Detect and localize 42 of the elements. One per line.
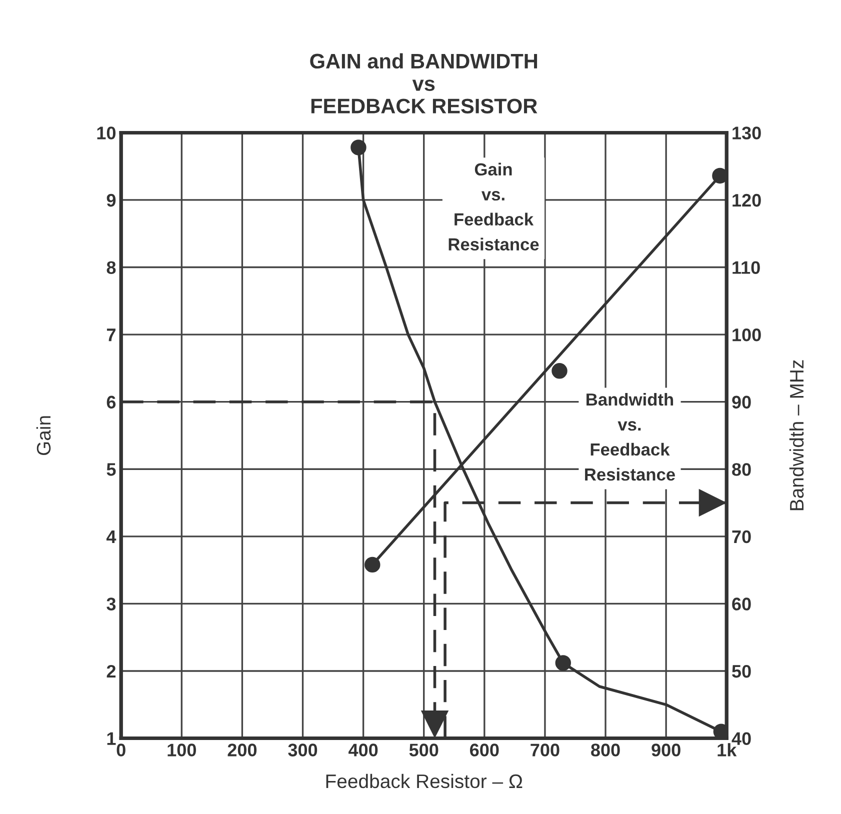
- x-tick-label: 0: [116, 744, 126, 756]
- y2-tick-label: 80: [732, 463, 751, 476]
- x-tick-label: 1k: [718, 743, 737, 756]
- x-tick-label: 300: [288, 744, 318, 756]
- y-tick-label: 5: [106, 463, 116, 476]
- point: [350, 140, 366, 156]
- y2-tick-label: 50: [732, 664, 751, 678]
- y2-tick-label: 120: [732, 194, 761, 207]
- y-tick-label: 6: [106, 396, 116, 409]
- y-tick-label: 2: [106, 664, 116, 678]
- chart-title: GAIN and BANDWIDTH vs FEEDBACK RESISTOR: [310, 53, 538, 114]
- x-tick-label: 500: [409, 744, 438, 756]
- y-tick-label: 8: [106, 261, 116, 274]
- x-tick-label: 800: [591, 744, 620, 756]
- x-axis-title: Feedback Resistor – Ω: [326, 774, 522, 788]
- y-tick-label: 4: [106, 530, 116, 543]
- annotation: Gain vs. Feedback Resistance: [448, 162, 539, 251]
- y2-axis-title: Bandwidth – MHz: [789, 360, 804, 510]
- x-tick-label: 400: [348, 744, 378, 756]
- y2-tick-label: 130: [732, 126, 761, 140]
- annotation: Bandwidth vs. Feedback Resistance: [585, 392, 675, 481]
- y-tick-label: 10: [97, 126, 116, 140]
- y2-tick-label: 70: [732, 530, 751, 544]
- y-tick-label: 9: [106, 194, 116, 207]
- y-tick-label: 7: [106, 328, 116, 342]
- x-tick-label: 200: [228, 744, 257, 756]
- x-tick-label: 900: [652, 744, 680, 756]
- y2-tick-label: 110: [732, 261, 760, 274]
- x-tick-label: 100: [168, 744, 196, 756]
- point: [555, 655, 571, 671]
- y2-tick-label: 90: [732, 396, 751, 409]
- y2-tick-label: 60: [732, 598, 751, 610]
- x-tick-label: 600: [470, 744, 499, 756]
- point: [364, 556, 380, 573]
- y-tick-label: 1: [107, 732, 116, 745]
- y-tick-label: 3: [106, 598, 116, 610]
- x-tick-label: 700: [530, 744, 560, 756]
- point: [712, 168, 727, 184]
- y2-tick-label: 100: [732, 328, 761, 342]
- point: [552, 363, 568, 379]
- y-axis-title: Gain: [36, 416, 51, 456]
- y2-tick-label: 40: [732, 732, 751, 746]
